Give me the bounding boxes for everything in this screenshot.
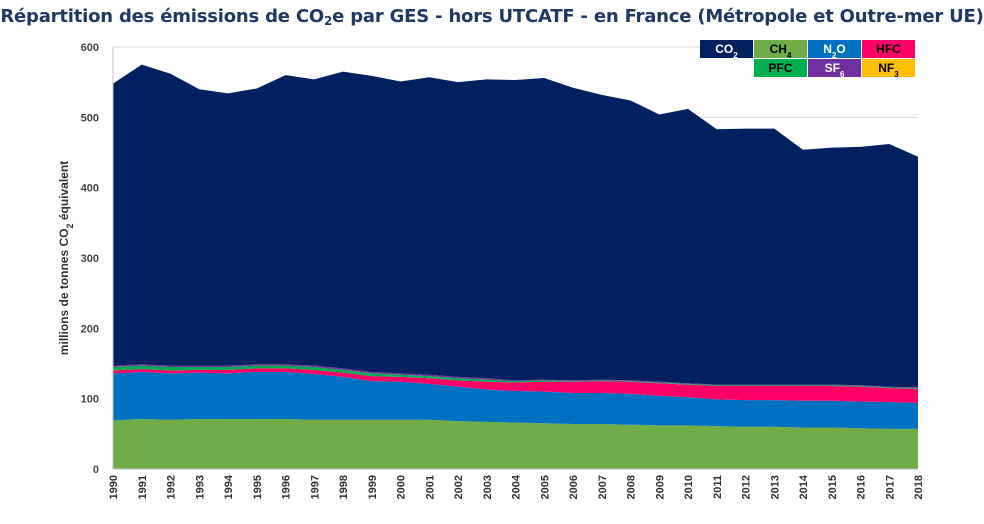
x-tick-label-2003: 2003 — [482, 475, 494, 499]
series-area-CH4 — [113, 419, 918, 469]
legend-swatch-HFC — [862, 40, 915, 58]
y-tick-labels: 0 100 200 300 400 500 600 — [81, 42, 99, 476]
x-tick-label-1998: 1998 — [338, 475, 350, 499]
legend-label-SF6: SF6 — [825, 61, 845, 79]
x-tick-label-1997: 1997 — [309, 475, 321, 499]
x-tick-label-2016: 2016 — [856, 475, 868, 499]
series-area-SF6 — [113, 364, 918, 389]
x-tick-label-2014: 2014 — [798, 474, 810, 499]
x-tick-label-1994: 1994 — [223, 474, 235, 499]
x-tick-label-2004: 2004 — [511, 474, 523, 499]
x-tick-label-1999: 1999 — [367, 475, 379, 499]
x-tick-label-1993: 1993 — [194, 475, 206, 499]
legend-swatch-CO2 — [700, 40, 753, 58]
x-tick-label-2013: 2013 — [769, 475, 781, 499]
x-tick-label-2001: 2001 — [424, 475, 436, 499]
x-tick-label-2010: 2010 — [683, 475, 695, 499]
legend-label-HFC: HFC — [876, 42, 901, 56]
x-tick-label-2009: 2009 — [654, 475, 666, 499]
series-area-HFC — [113, 368, 918, 403]
y-tick-label-300: 300 — [81, 253, 99, 265]
legend-swatch-SF6 — [808, 59, 861, 77]
legend-label-PFC: PFC — [769, 61, 793, 75]
legend-label-CO2: CO2 — [715, 42, 738, 60]
x-tick-label-2002: 2002 — [453, 475, 465, 499]
x-tick-label-1992: 1992 — [166, 475, 178, 499]
series-area-CO2 — [113, 64, 918, 388]
x-tick-label-2017: 2017 — [884, 475, 896, 499]
series-area-N2O — [113, 371, 918, 429]
chart-title: Répartition des émissions de CO2e par GE… — [0, 6, 984, 28]
x-tick-labels: 1990 1991 1992 1993 1994 1995 1996 1997 1998 1999… — [108, 474, 925, 499]
x-tick-label-2000: 2000 — [396, 475, 408, 499]
series-area-PFC — [113, 365, 918, 389]
x-tick-label-2006: 2006 — [568, 475, 580, 499]
x-tick-label-1995: 1995 — [252, 475, 264, 499]
y-tick-label-600: 600 — [81, 42, 99, 54]
axes — [112, 47, 918, 470]
x-tick-label-2015: 2015 — [827, 475, 839, 499]
area-series — [113, 64, 918, 469]
y-tick-label-500: 500 — [81, 112, 99, 124]
y-tick-label-0: 0 — [93, 464, 99, 476]
legend-swatch-CH4 — [754, 40, 807, 58]
y-axis-label: millions de tonnes CO2 équivalent — [57, 161, 75, 355]
x-tick-label-2007: 2007 — [597, 475, 609, 499]
legend-swatch-NF3 — [862, 59, 915, 77]
legend-label-CH4: CH4 — [770, 42, 792, 60]
x-tick-label-2005: 2005 — [539, 475, 551, 499]
legend-label-N2O: N2O — [823, 42, 845, 60]
legend-label-NF3: NF3 — [878, 61, 899, 79]
x-tick-label-2011: 2011 — [712, 475, 724, 499]
legend-swatch-N2O — [808, 40, 861, 58]
y-tick-label-200: 200 — [81, 323, 99, 335]
x-tick-label-1991: 1991 — [137, 475, 149, 499]
x-tick-label-2012: 2012 — [741, 475, 753, 499]
legend-swatch-PFC — [754, 59, 807, 77]
x-tick-label-2008: 2008 — [626, 475, 638, 499]
x-tick-label-1990: 1990 — [108, 475, 120, 499]
x-tick-label-1996: 1996 — [281, 475, 293, 499]
y-tick-label-400: 400 — [81, 183, 99, 195]
y-tick-label-100: 100 — [81, 394, 99, 406]
legend: CO2 CH4 N2O HFC PFC SF6 NF3 — [700, 40, 915, 79]
x-tick-label-2018: 2018 — [913, 475, 925, 499]
